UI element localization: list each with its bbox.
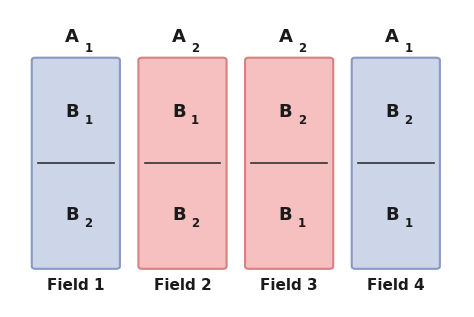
Text: 1: 1	[191, 114, 199, 127]
Text: 2: 2	[191, 42, 199, 55]
Text: A: A	[172, 28, 186, 46]
FancyBboxPatch shape	[32, 58, 120, 269]
Text: B: B	[172, 206, 185, 224]
Text: A: A	[385, 28, 399, 46]
Text: 1: 1	[298, 217, 306, 230]
Text: Field 1: Field 1	[47, 278, 105, 293]
Text: 1: 1	[404, 217, 412, 230]
Text: Field 4: Field 4	[367, 278, 425, 293]
FancyBboxPatch shape	[245, 58, 333, 269]
Text: B: B	[385, 103, 399, 121]
Text: B: B	[65, 206, 79, 224]
Text: B: B	[65, 103, 79, 121]
Text: A: A	[65, 28, 79, 46]
FancyBboxPatch shape	[138, 58, 227, 269]
Text: Field 2: Field 2	[154, 278, 211, 293]
Text: B: B	[172, 103, 185, 121]
Text: A: A	[278, 28, 292, 46]
Text: B: B	[385, 206, 399, 224]
Text: 1: 1	[84, 114, 92, 127]
Text: 2: 2	[191, 217, 199, 230]
Text: Field 3: Field 3	[260, 278, 318, 293]
Text: 2: 2	[84, 217, 92, 230]
Text: 1: 1	[84, 42, 92, 55]
Text: 2: 2	[298, 114, 306, 127]
FancyBboxPatch shape	[352, 58, 440, 269]
Text: 2: 2	[298, 42, 306, 55]
Text: B: B	[279, 103, 292, 121]
Text: 1: 1	[404, 42, 412, 55]
Text: 2: 2	[404, 114, 412, 127]
Text: B: B	[279, 206, 292, 224]
